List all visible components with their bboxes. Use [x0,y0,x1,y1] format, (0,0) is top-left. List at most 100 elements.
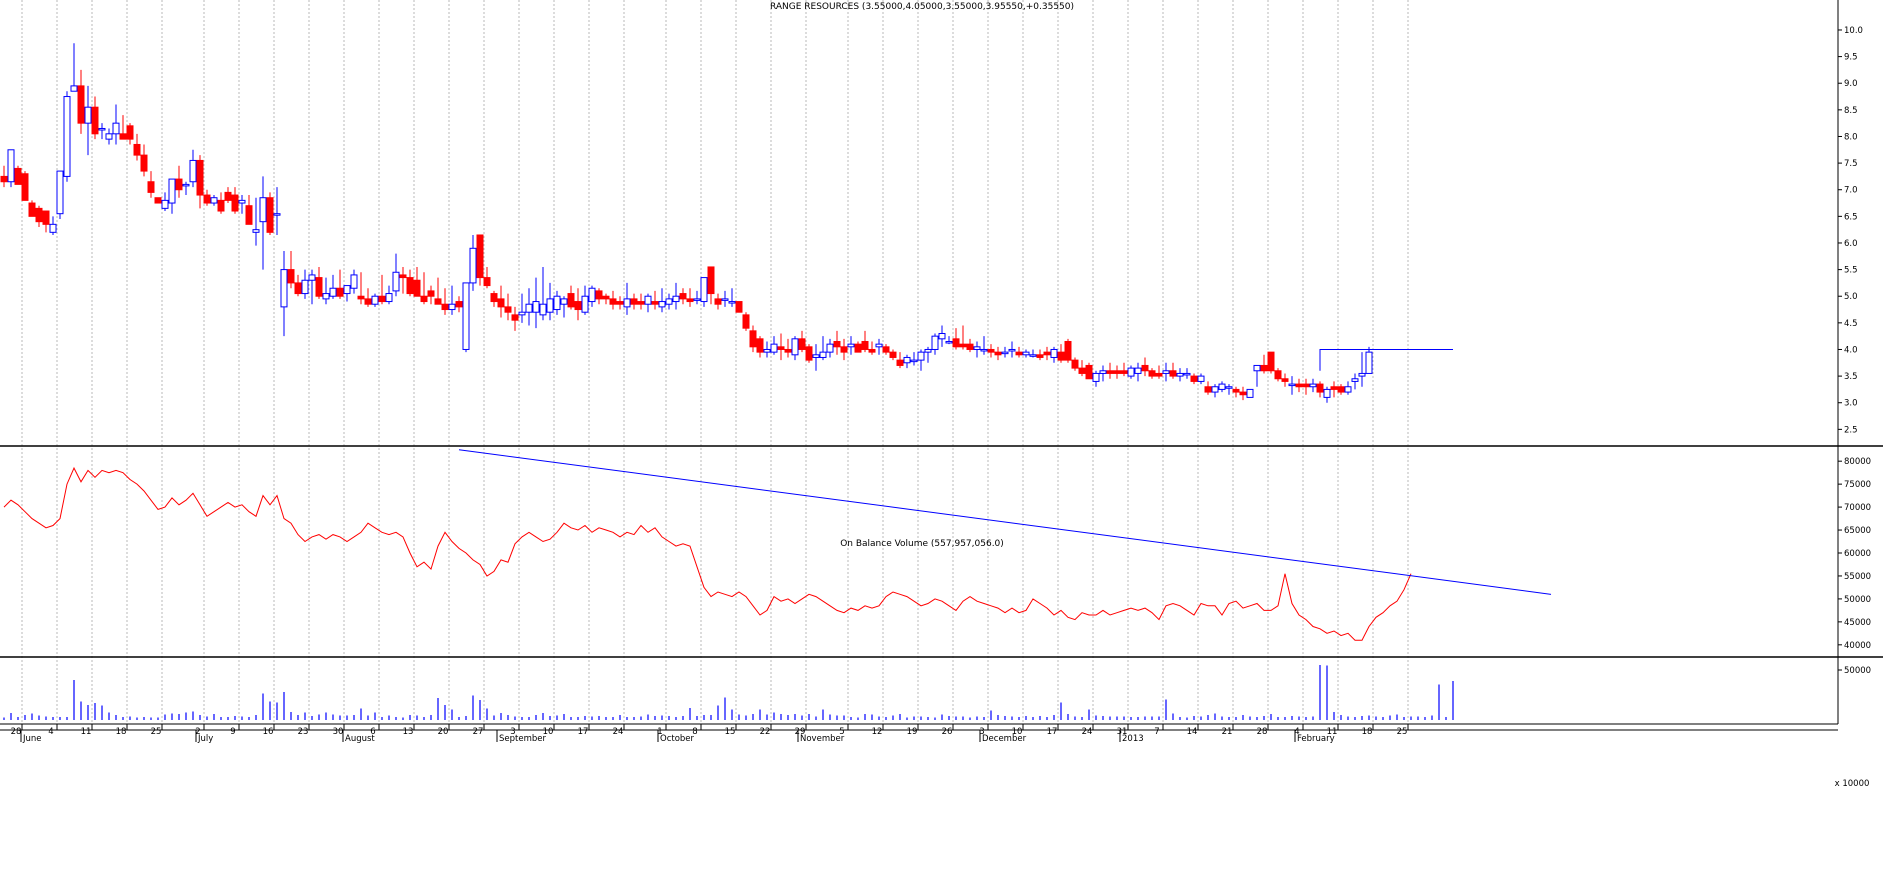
candle-body [434,298,442,305]
candle-body [161,199,169,209]
candle-body [1274,370,1282,380]
candle-body [749,330,757,348]
candle-body [1288,383,1296,387]
obv-title: On Balance Volume (557,957,056.0) [840,539,1004,549]
candle-body [42,210,50,225]
candle-body [231,194,239,212]
candle-body [1001,351,1009,355]
candle-body [7,149,15,183]
x-tick-label: 24 [613,727,624,737]
candle-body [273,213,281,216]
obv-line [3,466,1412,641]
candle-body [252,229,260,233]
candle-body [1316,383,1324,393]
x-tick-label: 17 [578,727,589,737]
candle-body [833,340,841,348]
candle-body [420,295,428,303]
candle-body [490,293,498,303]
candle-body [707,266,715,295]
month-label: August [345,734,375,744]
candle-body [861,340,869,350]
x-tick-label: 20 [438,727,449,737]
candle-body [168,178,176,204]
x-tick-label: 25 [1397,727,1408,737]
x-tick-label: 2 [195,727,200,737]
candle-body [392,271,400,292]
candle-body [385,293,393,303]
price-tick-label: 8.0 [1844,132,1858,142]
candle-body [1204,386,1212,393]
candle-body [581,295,589,313]
candle-body [301,279,309,295]
candle-body [147,181,155,193]
candle-body [1176,372,1184,377]
candle-body [728,301,736,304]
price-title: RANGE RESOURCES (3.55000,4.05000,3.55000… [770,2,1074,12]
obv-tick-label: 40000 [1844,641,1871,651]
x-tick-label: 7 [1154,727,1159,737]
price-tick-label: 5.5 [1844,266,1858,276]
price-tick-label: 8.5 [1844,106,1858,116]
obv-panel [3,449,1552,641]
price-tick-label: 9.0 [1844,79,1858,89]
candle-body [441,303,449,311]
candle-body [224,191,232,201]
x-tick-label: 28 [11,727,22,737]
candle-body [840,346,848,353]
candle-body [973,346,981,350]
candle-body [287,269,295,284]
candle-body [574,301,582,311]
candle-body [763,348,771,353]
x-tick-label: 11 [1327,727,1338,737]
x-tick-label: 17 [1047,727,1058,737]
candle-body [371,295,379,305]
x-tick-label: 18 [1362,727,1373,737]
x-tick-label: 14 [1187,727,1198,737]
candle-body [1309,383,1317,388]
candle-body [119,133,127,140]
candle-body [105,133,113,140]
candle-body [595,290,603,300]
candle-body [1008,348,1016,352]
grid [21,0,1409,724]
candle-body [756,338,764,353]
candle-body [483,277,491,287]
month-label: July [197,734,213,744]
x-tick-label: 25 [151,727,162,737]
resistance-line [1319,348,1453,371]
price-tick-label: 9.5 [1844,53,1858,63]
candle-body [623,298,631,308]
candle-body [63,96,71,177]
candle-body [994,351,1002,356]
candle-body [658,301,666,308]
candle-body [1141,364,1149,372]
candle-body [616,301,624,305]
candle-body [679,293,687,300]
candle-body [910,359,918,363]
x-tick-label: 31 [1117,727,1128,737]
candle-body [1190,375,1198,382]
candle-body [91,106,99,135]
candle-body [1253,364,1261,372]
candle-body [315,277,323,297]
candle-body [126,125,134,140]
candle-body [700,277,708,303]
candle-body [1183,372,1191,376]
candle-body [294,282,302,295]
candle-body [896,359,904,366]
candle-body [819,351,827,358]
candle-body [511,314,519,321]
candle-body [1323,388,1331,398]
candle-body [742,314,750,329]
candle-body [56,170,64,215]
price-tick-label: 4.0 [1844,345,1858,355]
x-tick-label: 3 [979,727,984,737]
candle-body [609,298,617,305]
candle-body [1197,375,1205,382]
price-panel [0,43,1453,403]
candle-body [987,348,995,353]
candle-body [98,127,106,131]
candle-body [1295,383,1303,388]
x-tick-label: 12 [872,727,883,737]
candle-body [826,343,834,353]
